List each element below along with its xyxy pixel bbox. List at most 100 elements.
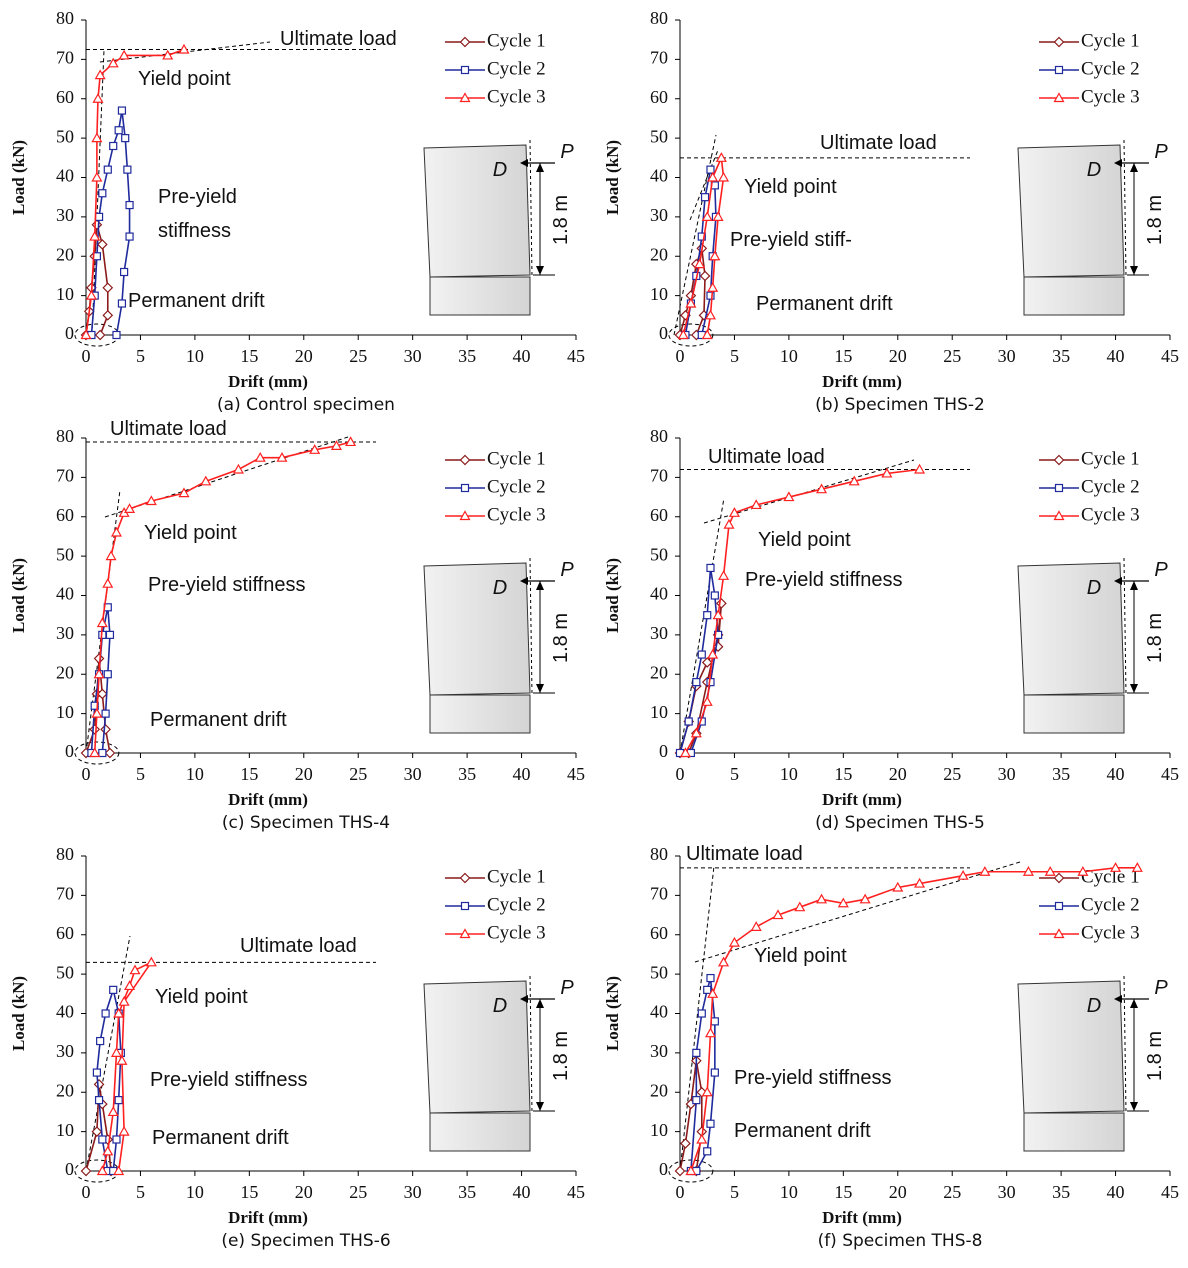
- marker: [914, 463, 926, 474]
- marker: [837, 897, 849, 908]
- annotation: Yield point: [155, 986, 248, 1008]
- marker: [677, 329, 689, 340]
- marker: [117, 299, 127, 308]
- dim-arrow: [1130, 684, 1138, 693]
- x-tick-label: 5: [136, 1182, 145, 1202]
- inset-label: 1.8 m: [1144, 1031, 1166, 1081]
- annotation: Yield point: [138, 68, 231, 90]
- marker: [718, 956, 730, 967]
- y-tick-label: 0: [659, 741, 668, 761]
- annotation: Ultimate load: [820, 132, 937, 154]
- marker: [101, 1009, 110, 1018]
- arrow-head: [1114, 577, 1122, 585]
- dim-arrow: [1130, 1102, 1138, 1111]
- legend-label: Cycle 1: [487, 866, 546, 887]
- y-tick-label: 80: [650, 8, 668, 28]
- marker: [113, 1165, 125, 1176]
- y-axis-label: Load (kN): [603, 140, 622, 215]
- chart-panel: 0 10 20 30 40 50 60 70 80 0 5 10 15 20 25 30 35 40 45 Drift…: [594, 836, 1188, 1254]
- marker: [98, 748, 107, 758]
- y-tick-label: 30: [650, 1041, 668, 1061]
- y-tick-label: 60: [650, 923, 668, 943]
- y-tick-label: 60: [56, 87, 74, 107]
- inset-label: 1.8 m: [1144, 195, 1166, 245]
- x-tick-label: 5: [136, 764, 145, 784]
- inset-label: P: [560, 559, 574, 581]
- x-tick-label: 20: [889, 1182, 907, 1202]
- inset-label: P: [560, 977, 574, 999]
- inset-label: P: [560, 141, 574, 163]
- x-axis-label: Drift (mm): [822, 790, 902, 809]
- y-tick-label: 40: [650, 584, 668, 604]
- legend-label: Cycle 3: [1081, 504, 1140, 525]
- y-tick-label: 50: [56, 544, 74, 564]
- chart-panel: 0 10 20 30 40 50 60 70 80 0 5 10 15 20 25 30 35 40 45 Drift…: [594, 418, 1188, 836]
- specimen-footing: [1023, 1112, 1125, 1152]
- dim-arrow: [1130, 581, 1138, 590]
- y-axis-label: Load (kN): [9, 558, 28, 633]
- marker: [114, 1096, 123, 1105]
- annotation: Ultimate load: [110, 418, 227, 440]
- marker: [80, 329, 92, 340]
- dim-arrow: [536, 163, 544, 172]
- inset-label: P: [1154, 559, 1168, 581]
- x-tick-label: 25: [349, 764, 367, 784]
- annotation: Pre-yield stiffness: [148, 574, 306, 596]
- marker: [91, 132, 103, 143]
- annotation: Permanent drift: [128, 290, 265, 312]
- y-tick-label: 20: [56, 662, 74, 682]
- y-tick-label: 70: [56, 466, 74, 486]
- marker: [124, 980, 136, 991]
- x-tick-label: 35: [1052, 764, 1070, 784]
- marker: [704, 1027, 717, 1038]
- marker: [107, 1106, 119, 1117]
- y-tick-label: 0: [659, 1159, 668, 1179]
- annotation: Permanent drift: [152, 1127, 289, 1149]
- marker: [459, 928, 471, 939]
- arrow-head: [520, 577, 528, 585]
- x-tick-label: 15: [834, 764, 852, 784]
- y-tick-label: 0: [659, 323, 668, 343]
- y-axis-label: Load (kN): [603, 976, 622, 1051]
- y-tick-label: 20: [650, 1080, 668, 1100]
- marker: [979, 866, 991, 876]
- x-tick-label: 0: [82, 764, 91, 784]
- inset-label: D: [493, 577, 507, 599]
- marker: [113, 1007, 125, 1018]
- marker: [80, 1165, 92, 1177]
- marker: [716, 598, 727, 609]
- x-tick-label: 15: [834, 1182, 852, 1202]
- marker: [94, 1096, 104, 1105]
- marker: [109, 141, 118, 151]
- y-tick-label: 30: [650, 205, 668, 225]
- drift-ellipse: [668, 1159, 714, 1183]
- marker: [89, 747, 101, 758]
- marker: [118, 1125, 130, 1136]
- marker: [715, 152, 727, 162]
- chart-panel: 0 10 20 30 40 50 60 70 80 0 5 10 15 20 25 30 35 40 45 Drift…: [0, 0, 594, 418]
- inset-label: P: [1154, 977, 1168, 999]
- marker: [712, 211, 724, 221]
- ref-line: [529, 975, 533, 1113]
- drift-ellipse: [74, 741, 120, 765]
- inset-label: 1.8 m: [550, 195, 572, 245]
- arrow-head: [520, 995, 528, 1003]
- marker: [696, 1133, 708, 1144]
- series-line: [101, 960, 154, 1172]
- marker: [710, 1017, 719, 1026]
- x-axis-label: Drift (mm): [228, 1208, 308, 1227]
- specimen-inset: D P 1.8 m: [1017, 557, 1168, 734]
- dim-arrow: [536, 266, 544, 275]
- legend-label: Cycle 1: [487, 448, 546, 469]
- y-tick-label: 80: [650, 426, 668, 446]
- x-tick-label: 30: [404, 764, 422, 784]
- y-tick-label: 30: [56, 1041, 74, 1061]
- marker: [94, 69, 106, 80]
- marker: [102, 1145, 114, 1156]
- annotation: Pre-yield stiffness: [158, 186, 237, 242]
- x-tick-label: 45: [1161, 764, 1179, 784]
- x-tick-label: 45: [567, 1182, 585, 1202]
- y-tick-label: 60: [56, 505, 74, 525]
- marker: [125, 200, 134, 210]
- y-tick-label: 70: [56, 884, 74, 904]
